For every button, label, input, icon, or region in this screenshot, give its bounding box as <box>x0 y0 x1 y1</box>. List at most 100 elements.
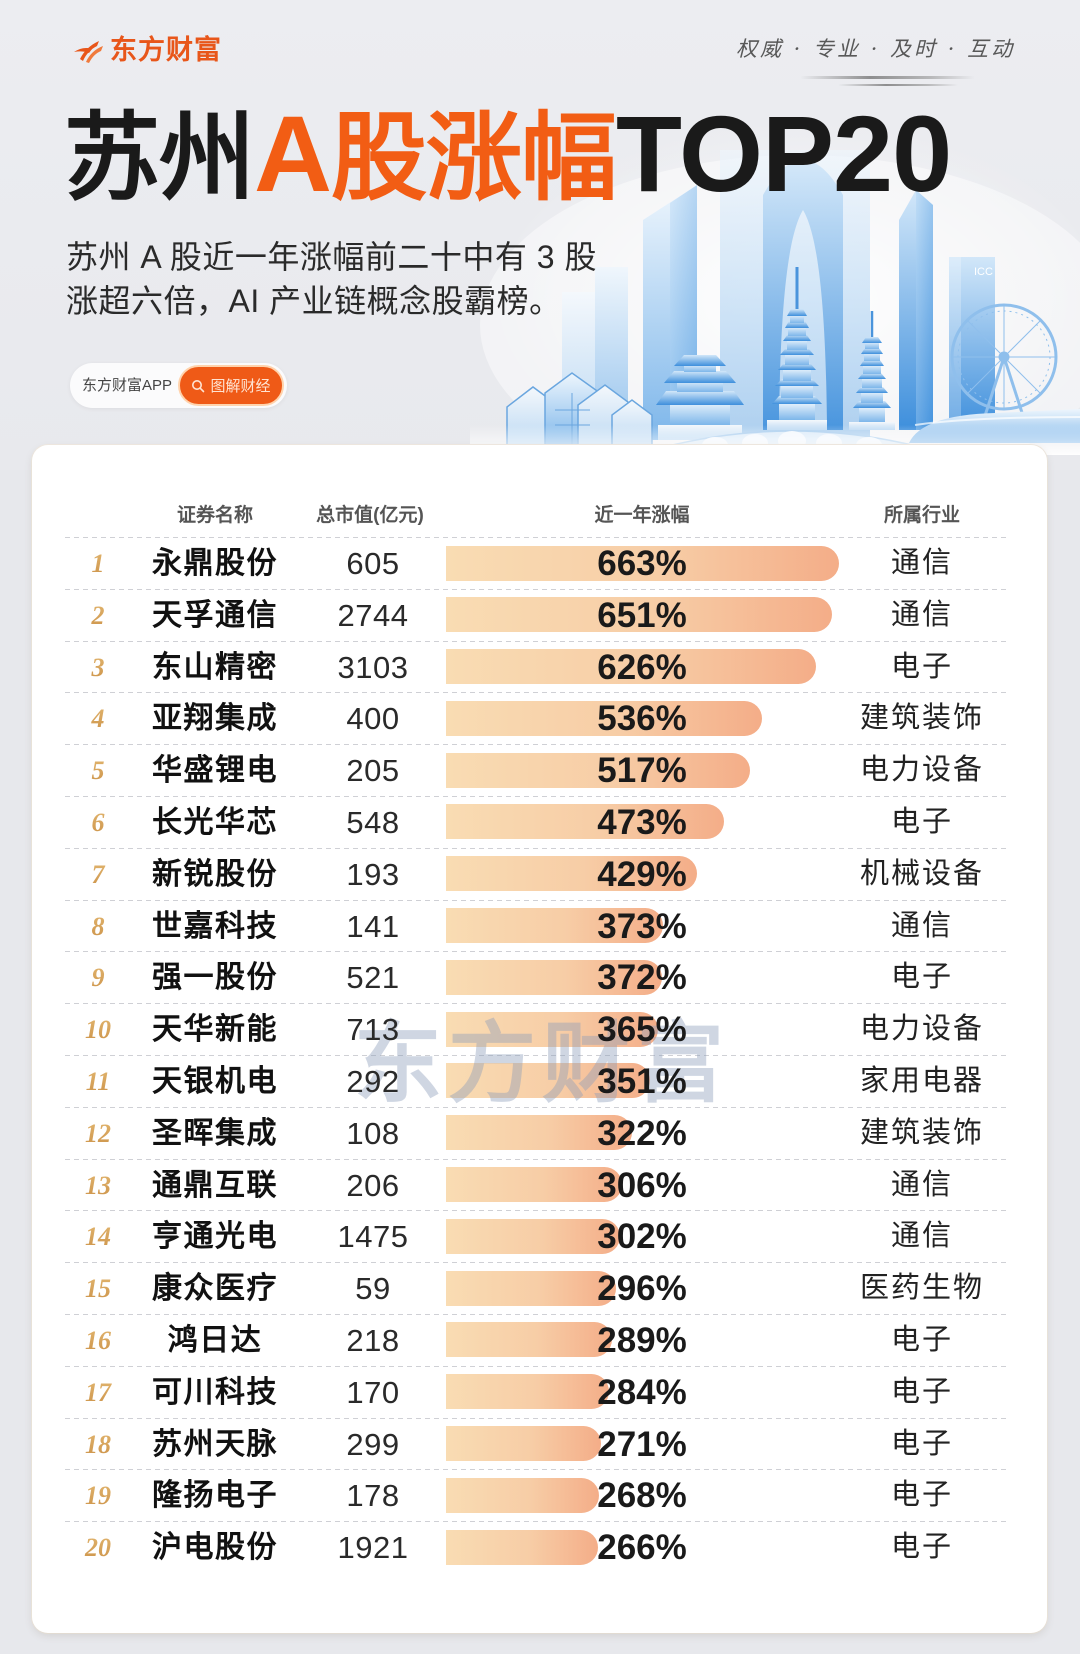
change-bar <box>446 752 751 788</box>
industry-label: 家用电器 <box>859 1064 984 1097</box>
change-bar <box>446 545 839 581</box>
market-cap-value: 400 <box>346 701 400 737</box>
change-percent: 536% <box>597 699 687 739</box>
ranking-row: 18 苏州天脉 299 271% 电子 <box>65 1417 1010 1470</box>
ranking-row: 1 永鼎股份 605 663% 通信 <box>65 537 1010 589</box>
stock-name: 东山精密 <box>152 650 278 684</box>
ranking-row: 8 世嘉科技 141 373% 通信 <box>65 899 1010 952</box>
ranking-row: 4 亚翔集成 400 536% 建筑装饰 <box>65 692 1010 745</box>
change-percent: 284% <box>597 1372 687 1412</box>
ranking-row: 10 天华新能 713 365% 电力设备 <box>65 1003 1010 1055</box>
change-bar <box>446 1426 601 1462</box>
ranking-row: 7 新锐股份 193 429% 机械设备 <box>65 847 1010 900</box>
change-bar <box>446 1477 600 1513</box>
rank-number: 7 <box>73 848 123 900</box>
subtitle: 苏州 A 股近一年涨幅前二十中有 3 股 涨超六倍，AI 产业链概念股霸榜。 <box>66 235 597 323</box>
rank-number: 2 <box>73 589 123 641</box>
stock-name: 亨通光电 <box>152 1220 278 1254</box>
rank-number: 8 <box>73 900 123 952</box>
change-bar <box>446 1167 623 1203</box>
change-bar <box>446 1270 617 1306</box>
icc-building-label: ICC <box>974 266 993 278</box>
rank-number: 3 <box>73 641 123 693</box>
change-bar <box>446 959 663 995</box>
stock-name: 沪电股份 <box>152 1531 278 1565</box>
ranking-row: 6 长光华芯 548 473% 电子 <box>65 795 1010 848</box>
stock-name: 可川科技 <box>152 1375 278 1409</box>
stock-name: 圣晖集成 <box>152 1116 278 1150</box>
rank-number: 18 <box>73 1418 123 1470</box>
industry-label: 通信 <box>890 547 953 579</box>
market-cap-value: 713 <box>346 1012 400 1048</box>
change-percent: 271% <box>597 1424 687 1464</box>
change-bar <box>446 1529 598 1565</box>
ranking-card: 证券名称 总市值(亿元) 近一年涨幅 所属行业 1 永鼎股份 605 663% … <box>32 445 1047 1633</box>
stock-name: 天孚通信 <box>152 598 278 632</box>
ranking-row: 11 天银机电 292 351% 家用电器 <box>65 1054 1010 1107</box>
change-bar <box>446 1115 632 1151</box>
market-cap-value: 178 <box>346 1478 400 1514</box>
change-bar <box>446 1374 609 1410</box>
title-top20: TOP20 <box>616 93 952 214</box>
ranking-rows: 1 永鼎股份 605 663% 通信 2 天孚通信 2744 651% 通信 3… <box>65 537 1010 1573</box>
ranking-row: 3 东山精密 3103 626% 电子 <box>65 640 1010 693</box>
rank-number: 15 <box>73 1262 123 1314</box>
market-cap-value: 59 <box>355 1271 391 1307</box>
temple-icon <box>656 355 744 440</box>
market-cap-value: 141 <box>346 908 400 944</box>
subtitle-line: 涨超六倍，AI 产业链概念股霸榜。 <box>66 283 562 319</box>
market-cap-value: 2744 <box>337 597 409 633</box>
rank-number: 9 <box>73 951 123 1003</box>
stock-name: 通鼎互联 <box>152 1168 278 1202</box>
stock-name: 华盛锂电 <box>152 754 278 788</box>
change-percent: 626% <box>597 647 687 687</box>
industry-label: 电子 <box>890 1323 953 1356</box>
industry-label: 电子 <box>890 1375 953 1408</box>
industry-label: 通信 <box>890 1220 953 1253</box>
change-percent: 351% <box>597 1061 687 1101</box>
market-cap-value: 548 <box>346 804 400 840</box>
stock-name: 天银机电 <box>152 1064 278 1098</box>
stock-name: 鸿日达 <box>167 1323 263 1357</box>
industry-label: 电力设备 <box>859 754 984 787</box>
market-cap-value: 170 <box>346 1374 400 1410</box>
market-cap-value: 3103 <box>337 649 409 685</box>
change-percent: 473% <box>597 802 687 842</box>
change-percent: 302% <box>597 1217 687 1257</box>
rank-number: 17 <box>73 1366 123 1418</box>
page-title: 苏州 A 股涨幅 TOP20 <box>64 93 952 214</box>
industry-label: 通信 <box>890 598 953 631</box>
ranking-row: 16 鸿日达 218 289% 电子 <box>65 1313 1010 1366</box>
search-button[interactable]: 图解财经 <box>178 365 284 406</box>
suzhou-skyline-illustration: ICC <box>470 150 1080 455</box>
rank-number: 20 <box>73 1521 123 1573</box>
industry-label: 通信 <box>890 909 953 942</box>
title-highlight-letter: A <box>254 93 332 214</box>
change-percent: 266% <box>597 1528 687 1568</box>
change-percent: 306% <box>597 1165 687 1205</box>
rank-number: 5 <box>73 744 123 796</box>
change-percent: 429% <box>597 854 687 894</box>
rank-number: 10 <box>73 1003 123 1055</box>
change-bar <box>446 1011 659 1047</box>
stock-name: 永鼎股份 <box>152 547 278 580</box>
rank-number: 14 <box>73 1210 123 1262</box>
app-tag-pill: 东方财富APP 图解财经 <box>70 363 287 408</box>
column-header-name: 证券名称 <box>176 505 253 526</box>
search-icon <box>192 379 205 392</box>
industry-label: 机械设备 <box>859 857 984 890</box>
market-cap-value: 292 <box>346 1063 400 1099</box>
market-cap-value: 218 <box>346 1322 400 1358</box>
change-percent: 365% <box>597 1010 687 1050</box>
title-highlight: 股涨幅 <box>331 105 617 212</box>
change-bar <box>446 649 817 685</box>
ranking-row: 2 天孚通信 2744 651% 通信 <box>65 588 1010 641</box>
industry-label: 电子 <box>890 650 953 683</box>
industry-label: 建筑装饰 <box>859 1116 984 1149</box>
market-cap-value: 1475 <box>337 1219 409 1255</box>
market-cap-value: 206 <box>346 1167 400 1203</box>
column-header-market-cap: 总市值(亿元) <box>316 505 424 526</box>
change-percent: 372% <box>597 958 687 998</box>
brush-stroke-decoration <box>800 76 975 79</box>
industry-label: 电子 <box>890 1427 953 1460</box>
